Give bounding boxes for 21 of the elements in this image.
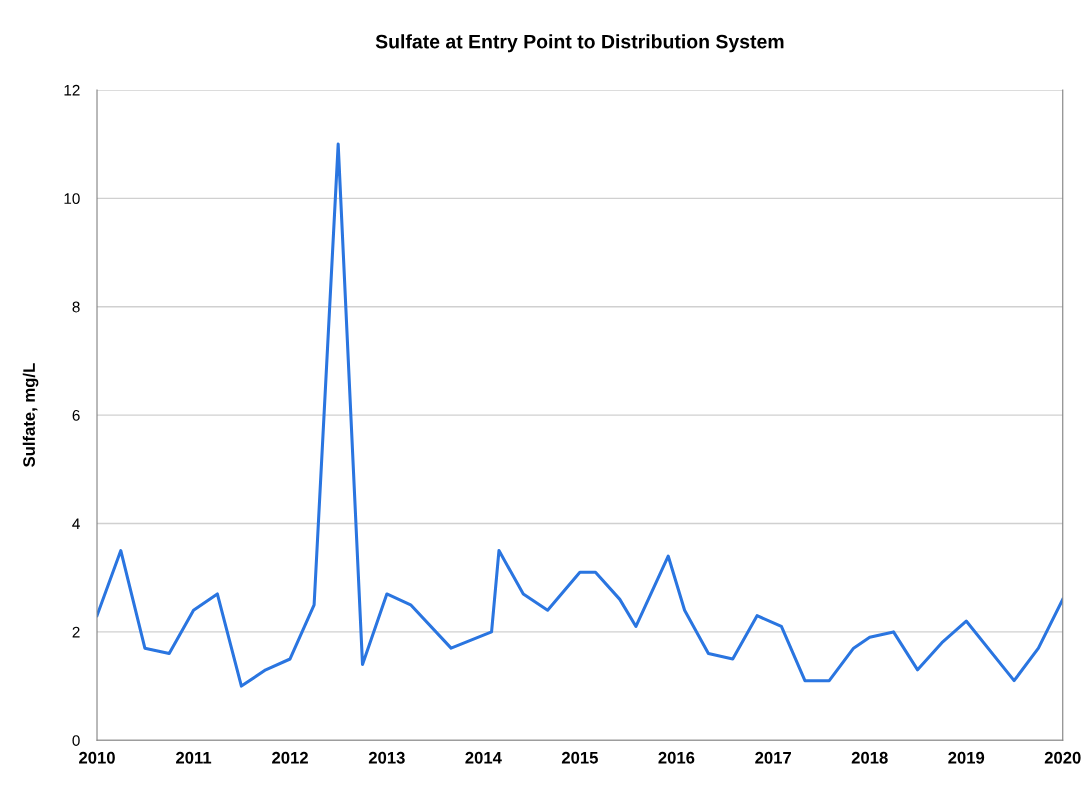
y-axis-title: Sulfate, mg/L [22,363,39,467]
y-tick-label: 12 [64,84,80,96]
y-tick-label: 2 [72,626,80,638]
chart-title: Sulfate at Entry Point to Distribution System [375,34,784,53]
y-tick-label: 10 [64,193,80,205]
y-tick-label: 0 [72,735,80,746]
x-tick-label: 2010 [79,751,115,764]
x-tick-label: 2018 [851,751,888,764]
x-tick-label: 2016 [658,751,695,764]
x-tick-label: 2011 [176,751,212,764]
y-tick-label: 8 [72,301,80,313]
y-tick-label: 4 [72,518,80,530]
x-tick-label: 2019 [948,751,985,764]
x-tick-label: 2015 [561,751,598,764]
x-tick-label: 2020 [1044,751,1081,764]
line-series [97,142,1063,688]
x-tick-label: 2014 [465,751,502,764]
x-tick-label: 2013 [368,751,405,764]
x-tick-label: 2012 [272,751,308,764]
y-tick-label: 6 [72,409,80,421]
x-tick-label: 2017 [755,751,791,764]
